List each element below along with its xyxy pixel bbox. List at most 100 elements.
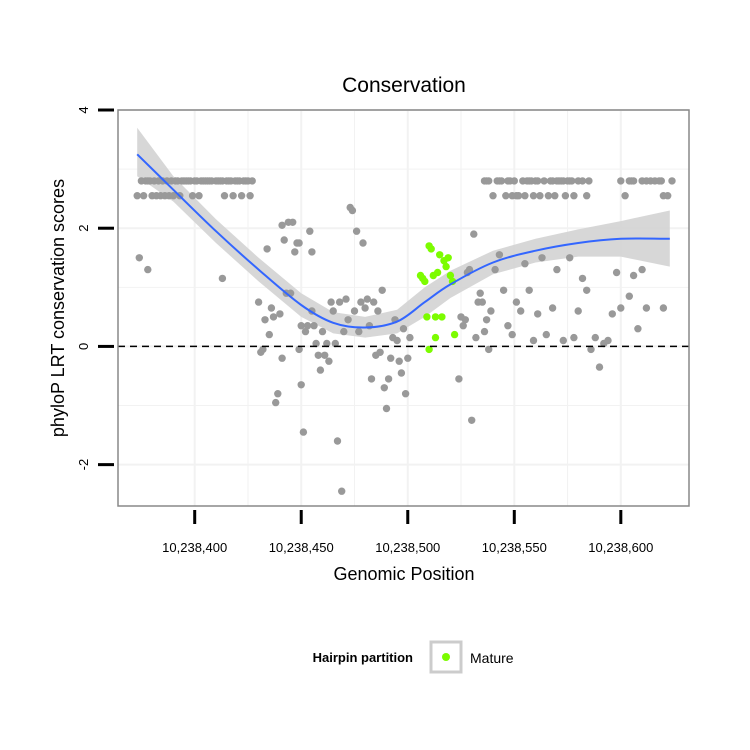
data-point [485, 345, 493, 354]
data-point [229, 192, 237, 200]
data-point [480, 327, 489, 336]
data-point [301, 327, 310, 336]
data-point [387, 354, 395, 362]
data-point [380, 384, 388, 392]
data-point [404, 354, 412, 362]
data-point [489, 192, 497, 200]
chart-title: Conservation [342, 74, 466, 97]
data-point [314, 351, 322, 359]
data-point [548, 304, 557, 312]
data-point [289, 218, 297, 226]
data-point [521, 192, 529, 200]
data-point [303, 322, 312, 330]
confidence-band-layer [137, 127, 670, 338]
data-point [133, 192, 141, 200]
data-point [604, 336, 612, 345]
data-point [338, 487, 346, 495]
data-point [278, 354, 286, 362]
data-point [568, 177, 576, 185]
data-point [261, 316, 269, 324]
data-point [561, 192, 570, 200]
data-point [585, 177, 593, 185]
data-point [570, 333, 578, 342]
data-point [664, 192, 672, 200]
data-point [310, 322, 318, 330]
data-point-mature [436, 251, 444, 259]
data-point [617, 177, 625, 185]
data-point-mature [425, 345, 433, 354]
data-point [504, 322, 512, 330]
smooth-line [136, 153, 670, 329]
data-point [499, 286, 508, 294]
data-point [246, 192, 254, 200]
data-point [274, 390, 282, 398]
data-point [517, 307, 525, 315]
data-point [359, 239, 367, 247]
data-point [540, 177, 548, 185]
data-point [578, 274, 587, 283]
data-point-mature [427, 245, 435, 253]
data-point [352, 227, 361, 235]
y-tick-label: 4 [76, 106, 91, 113]
data-point [478, 298, 486, 306]
data-point [587, 345, 595, 354]
data-point [657, 177, 665, 185]
data-point [363, 295, 371, 303]
y-tick-label: -2 [76, 459, 91, 471]
data-point [374, 307, 382, 315]
data-point [263, 245, 271, 253]
data-point-mature [444, 254, 452, 262]
data-point [534, 177, 542, 185]
data-point [291, 248, 299, 256]
data-point [331, 339, 339, 348]
data-point [195, 192, 203, 200]
data-point [169, 192, 178, 200]
data-point [512, 298, 521, 306]
y-tick-label: 2 [76, 225, 91, 232]
data-point [482, 316, 491, 324]
data-point [295, 345, 303, 354]
data-point-mature [438, 313, 446, 321]
data-point [393, 336, 401, 345]
data-point [340, 327, 348, 336]
data-point [455, 375, 463, 383]
x-tick-label: 10,238,550 [482, 540, 547, 555]
data-point [280, 236, 288, 244]
data-point [378, 286, 386, 294]
data-point [297, 381, 305, 389]
data-point [325, 357, 333, 365]
data-point [629, 271, 638, 280]
data-point [534, 310, 542, 318]
data-point [559, 336, 567, 345]
data-point [401, 390, 410, 398]
data-point [367, 375, 376, 383]
data-point [361, 304, 369, 312]
data-point [237, 192, 246, 200]
data-point [625, 292, 633, 300]
data-point [308, 248, 316, 256]
data-point-mature [446, 271, 455, 280]
x-tick-label: 10,238,400 [162, 540, 227, 555]
data-point [254, 298, 263, 306]
data-point [529, 336, 538, 345]
data-point [497, 177, 506, 185]
data-point [487, 307, 495, 315]
data-point [144, 265, 152, 274]
data-point [327, 298, 335, 306]
x-tick-label: 10,238,450 [269, 540, 334, 555]
data-point [465, 265, 474, 274]
plot-frame [117, 109, 690, 507]
data-point [570, 192, 578, 200]
data-point [220, 192, 229, 200]
data-point [370, 298, 378, 306]
smooth-line-layer [136, 153, 670, 329]
data-point-mature [421, 277, 429, 286]
data-point [248, 177, 256, 185]
data-point [638, 265, 646, 274]
data-point [323, 339, 331, 348]
y-axis-title: phyloP LRT conservation scores [48, 179, 68, 437]
data-point [502, 192, 510, 200]
data-point [514, 192, 523, 200]
data-point [461, 316, 469, 324]
data-point [348, 206, 357, 215]
